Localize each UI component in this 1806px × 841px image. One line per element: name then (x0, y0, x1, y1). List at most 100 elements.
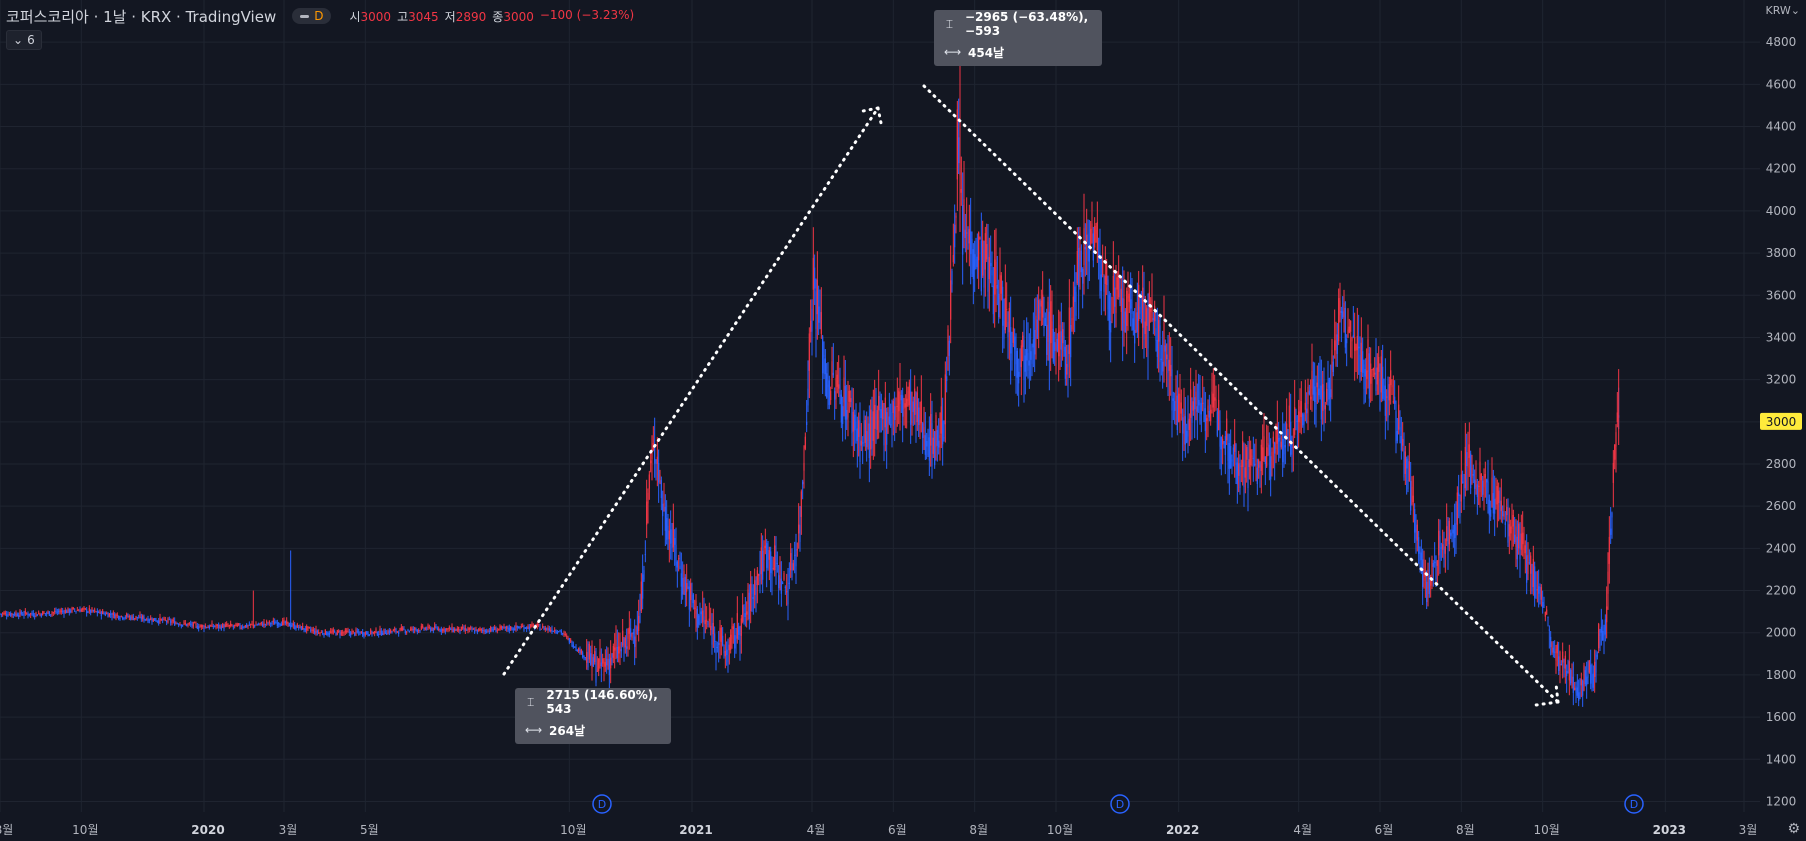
candle-body (154, 617, 156, 621)
candle-body (1566, 670, 1568, 677)
candle-body (1052, 328, 1054, 362)
candle-body (1110, 321, 1112, 333)
candle-body (960, 188, 962, 193)
candle-body (95, 611, 97, 613)
candle-body (1427, 569, 1429, 589)
candle-body (1304, 402, 1306, 410)
candle-body (362, 631, 364, 636)
candle-body (592, 657, 594, 667)
candle-body (227, 625, 229, 627)
candle-body (246, 624, 248, 628)
candle-body (642, 574, 644, 599)
candle-body (1614, 444, 1616, 460)
candle-body (1470, 453, 1472, 489)
candle-body (411, 627, 413, 631)
candle-body (52, 612, 54, 614)
candle-body (1240, 465, 1242, 467)
candle-body (214, 625, 216, 627)
high-value: 3045 (408, 9, 439, 24)
candle-body (270, 623, 272, 625)
candle-body (588, 643, 590, 660)
candle-body (1376, 367, 1378, 385)
candle-body (486, 630, 488, 634)
candle-body (507, 626, 509, 630)
candle-body (352, 630, 354, 632)
candle-body (704, 620, 706, 625)
candle-body (104, 613, 106, 616)
candle-body (759, 570, 761, 582)
candle-body (526, 627, 528, 629)
candle-body (86, 609, 88, 614)
candle-body (687, 586, 689, 589)
candle-body (1140, 318, 1142, 322)
candle-body (479, 628, 481, 631)
candle-body (455, 629, 457, 631)
candle-body (422, 625, 424, 628)
candle-body (108, 613, 110, 617)
candle-body (1047, 301, 1049, 343)
candle-body (1396, 430, 1398, 441)
candle-body (335, 632, 337, 636)
candle-body (1199, 402, 1201, 422)
time-tick-label: 10월 (1047, 823, 1073, 837)
candle-body (947, 329, 949, 371)
candle-body (494, 626, 496, 630)
time-tick-label: 10월 (560, 823, 586, 837)
candle-body (482, 630, 484, 632)
price-tick-label: 3800 (1766, 246, 1797, 260)
candle-body (1422, 559, 1424, 587)
candle-body (1394, 396, 1396, 404)
measure-tooltip-2: ⌶ −2965 (−63.48%), −593 ⟷ 454날 (934, 10, 1102, 66)
candle-body (304, 628, 306, 631)
candle-body (1067, 350, 1069, 368)
interval-pill[interactable]: D (292, 8, 332, 24)
candle-body (231, 625, 233, 627)
candle-body (264, 624, 266, 626)
candle-body (90, 609, 92, 613)
candle-body (1600, 626, 1602, 633)
candle-body (1040, 300, 1042, 307)
candle-body (1044, 318, 1046, 327)
candle-body (771, 559, 773, 575)
candle-body (472, 628, 474, 630)
candle-body (70, 610, 72, 612)
dividend-marker (1110, 794, 1130, 814)
price-axis: 1200 1400 1600 1800 2000 2200 2400 2600 2800 3000… (1760, 35, 1802, 808)
candle-body (918, 407, 920, 426)
candle-body (308, 627, 310, 629)
candle-body (79, 609, 81, 613)
candle-body (491, 628, 493, 630)
currency-label[interactable]: KRW⌄ (1765, 4, 1800, 17)
candle-body (262, 623, 264, 627)
candle-body (359, 632, 361, 635)
candle-body (87, 612, 89, 614)
time-tick-label: 4월 (807, 823, 826, 837)
candle-body (66, 610, 68, 614)
candle-body (1155, 328, 1157, 341)
candle-body (751, 587, 753, 594)
candle-body (1172, 398, 1174, 401)
candle-body (810, 320, 812, 332)
candle-body (1262, 447, 1264, 461)
indicator-collapse-button[interactable]: ⌄ 6 (6, 30, 42, 50)
chart-settings-icon[interactable]: ⚙ (1787, 821, 1800, 837)
candle-body (327, 633, 329, 635)
candle-body (984, 233, 986, 270)
candle-body (1220, 436, 1222, 450)
candle-body (280, 623, 282, 626)
candle-body (424, 628, 426, 630)
candle-body (1115, 287, 1117, 314)
candle-body (1246, 447, 1248, 460)
candle-body (1506, 507, 1508, 516)
candle-body (567, 637, 569, 639)
candle-body (119, 617, 121, 619)
price-tick-label: 3200 (1766, 373, 1797, 387)
candle-body (1174, 401, 1176, 411)
candle-body (367, 632, 369, 636)
candle-body (106, 613, 108, 615)
candle-body (958, 137, 960, 164)
candle-body (1355, 346, 1357, 351)
candle-body (1063, 335, 1065, 352)
candle-body (766, 543, 768, 568)
